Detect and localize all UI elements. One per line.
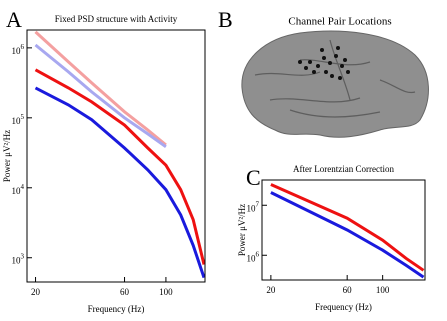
- y-tick-label: 106: [12, 42, 25, 55]
- tick-base: 10: [12, 116, 22, 126]
- tick-exponent: 6: [256, 250, 260, 258]
- data-line: [34, 30, 167, 147]
- tick-base: 10: [247, 253, 257, 263]
- tick-base: 10: [12, 186, 22, 196]
- panel-label: C: [246, 165, 261, 190]
- x-tick-label: 20: [31, 287, 41, 297]
- panel-label: B: [218, 7, 233, 32]
- y-tick-label: 107: [247, 200, 260, 213]
- y-tick-label: 106: [247, 250, 260, 263]
- plot-frame: [261, 179, 426, 281]
- x-axis-label: Frequency (Hz): [315, 302, 372, 312]
- data-line: [34, 43, 167, 149]
- image-title: Channel Pair Locations: [288, 16, 391, 28]
- tick-exponent: 4: [21, 182, 25, 190]
- x-tick-label: 100: [159, 287, 173, 297]
- data-line: [34, 68, 205, 265]
- chart-title: Fixed PSD structure with Activity: [55, 14, 178, 24]
- x-tick-label: 60: [343, 285, 353, 295]
- tick-exponent: 3: [21, 252, 25, 260]
- x-tick-label: 20: [266, 285, 276, 295]
- plot-frame: [26, 29, 206, 283]
- x-axis-label: Frequency (Hz): [88, 304, 145, 314]
- y-axis-label: Power μV²/Hz: [237, 204, 247, 256]
- tick-base: 10: [12, 256, 22, 266]
- chart-title: After Lorentzian Correction: [293, 164, 394, 174]
- tick-exponent: 7: [256, 200, 260, 208]
- tick-base: 10: [247, 203, 257, 213]
- tick-base: 10: [12, 46, 22, 56]
- panel-label: A: [6, 7, 22, 32]
- y-tick-label: 104: [12, 182, 25, 195]
- y-axis-label: Power μV²/Hz: [2, 130, 12, 182]
- x-tick-label: 100: [376, 285, 390, 295]
- x-tick-label: 60: [120, 287, 130, 297]
- data-line: [270, 183, 425, 272]
- brain-image: [241, 30, 429, 138]
- data-line: [34, 86, 205, 279]
- y-tick-label: 105: [12, 112, 25, 125]
- tick-exponent: 5: [21, 112, 25, 120]
- tick-exponent: 6: [21, 42, 25, 50]
- y-tick-label: 103: [12, 252, 25, 265]
- data-line: [270, 191, 425, 279]
